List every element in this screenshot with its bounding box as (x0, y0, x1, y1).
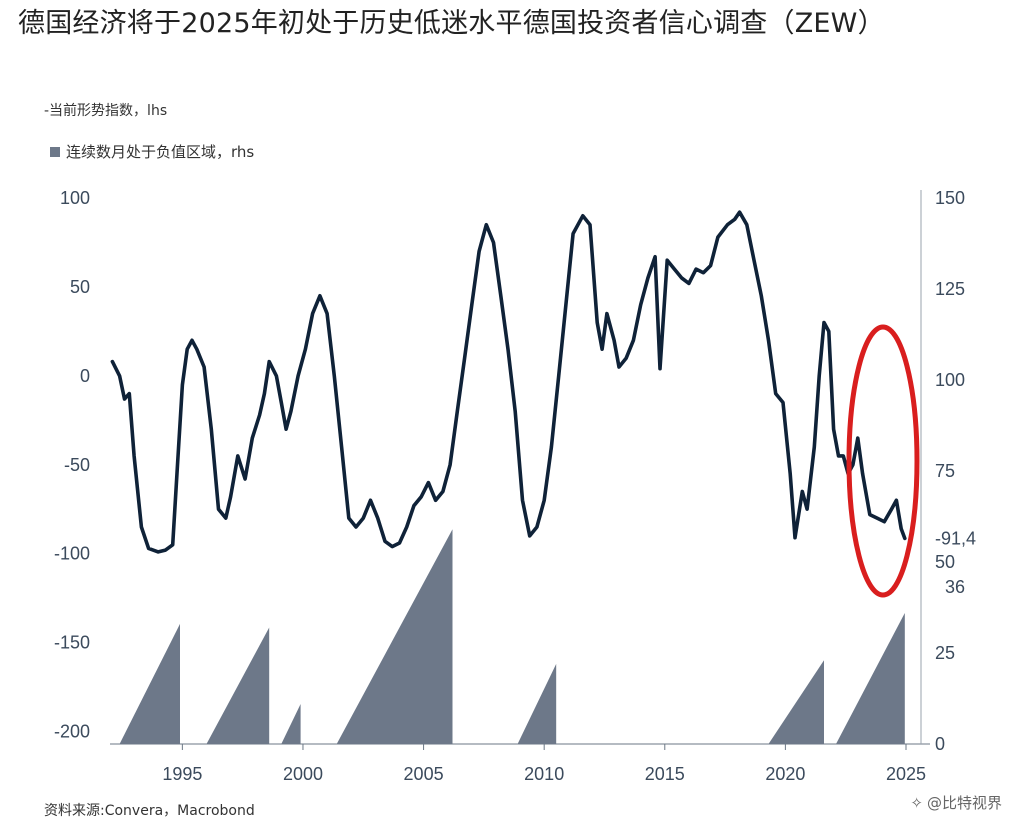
area-segment-4 (336, 529, 453, 744)
x-tick-label-0: 1995 (162, 764, 202, 784)
legend-area-entry: 连续数月处于负值区域，rhs (50, 141, 254, 162)
series-line-current-situation (110, 210, 907, 554)
y-left-tick-label-2: 0 (80, 366, 90, 386)
highlight-ellipse (846, 324, 920, 598)
y-right-tick-label-1: 125 (935, 279, 965, 299)
y-left-tick-label-3: -50 (64, 455, 90, 475)
x-tick-label-5: 2020 (765, 764, 805, 784)
y-right-tick-label-5: 25 (935, 643, 955, 663)
y-left-tick-label-1: 50 (70, 277, 90, 297)
annotation-latest-index: -91,4 (935, 528, 976, 548)
legend-line-label: -当前形势指数，lhs (44, 103, 168, 119)
y-left-tick-label-5: -150 (54, 633, 90, 653)
watermark: ✧ @比特视界 (910, 792, 1002, 813)
y-right-tick-label-2: 100 (935, 370, 965, 390)
y-left-tick-label-0: 100 (60, 188, 90, 208)
annotation-latest-months: 36 (945, 577, 965, 597)
y-right-tick-label-4: 50 (935, 552, 955, 572)
watermark-label: @比特视界 (926, 794, 1002, 812)
area-segment-6 (768, 660, 824, 744)
area-segment-2 (206, 627, 270, 744)
chart-title: 德国经济将于2025年初处于历史低迷水平德国投资者信心调查（ZEW） (18, 8, 885, 39)
x-tick-label-3: 2010 (524, 764, 564, 784)
x-tick-label-1: 2000 (283, 764, 323, 784)
legend-area-label: 连续数月处于负值区域，rhs (66, 143, 255, 161)
x-tick-label-2: 2005 (404, 764, 444, 784)
area-segment-7 (836, 613, 905, 744)
watermark-icon: ✧ (910, 793, 923, 812)
source-note: 资料来源:Convera，Macrobond (44, 803, 255, 819)
area-segment-5 (517, 663, 557, 744)
y-right-tick-label-0: 150 (935, 188, 965, 208)
area-segment-1 (119, 623, 180, 744)
area-segment-3 (281, 704, 301, 744)
y-right-tick-label-3: 75 (935, 461, 955, 481)
y-left-tick-label-4: -100 (54, 544, 90, 564)
legend-area-swatch (50, 146, 60, 157)
y-right-tick-label-6: 0 (935, 734, 945, 754)
x-tick-label-4: 2015 (645, 764, 685, 784)
x-tick-label-6: 2025 (886, 764, 926, 784)
y-left-tick-label-6: -200 (54, 722, 90, 742)
